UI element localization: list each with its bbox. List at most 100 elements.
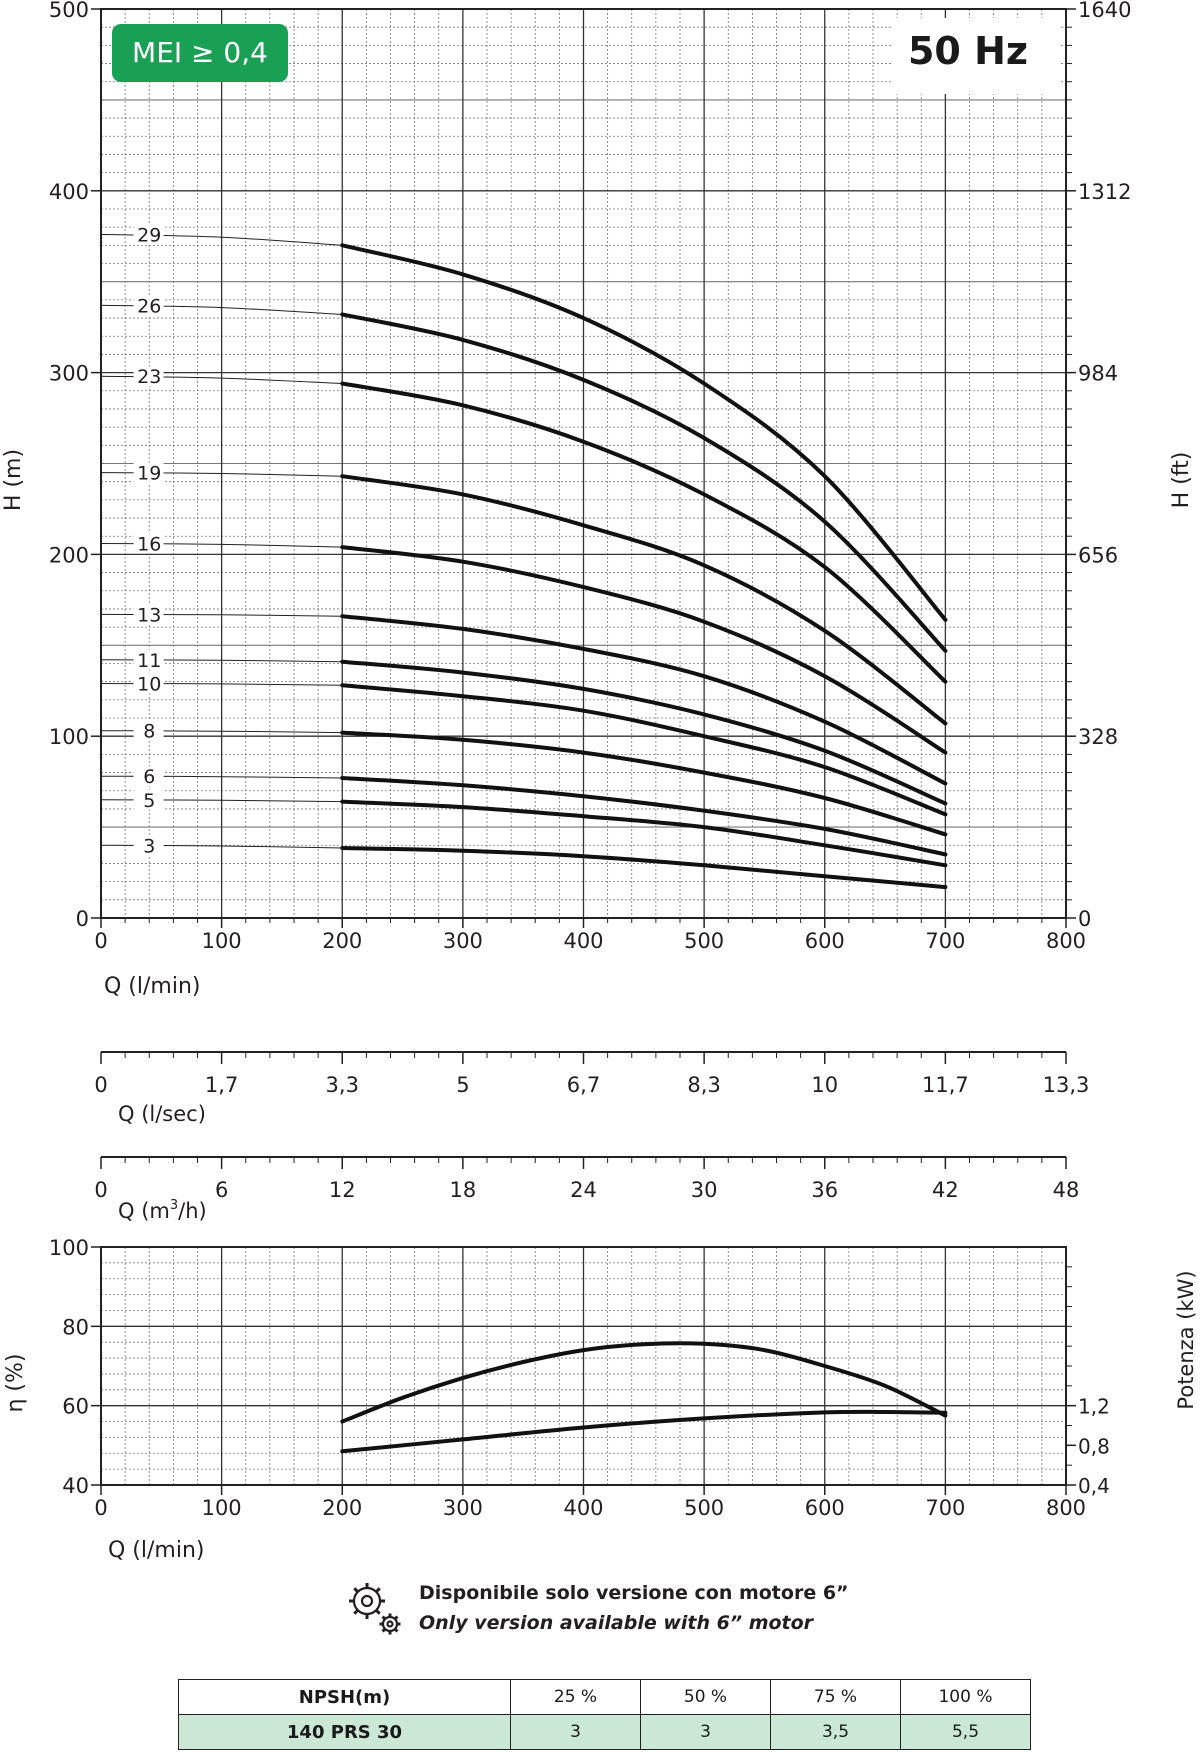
npsh-value-100: 5,5 xyxy=(900,1714,1031,1750)
stage-curve-10 xyxy=(340,683,948,817)
y-tick-label: 300 xyxy=(49,362,89,386)
head-chart-x-label: Q (l/min) xyxy=(104,974,201,999)
stage-label-bg xyxy=(133,604,164,625)
stage-curve-16 xyxy=(340,545,948,755)
stage-curve-leader xyxy=(100,799,343,803)
stage-label-8: 8 xyxy=(143,721,155,743)
stage-curve-6 xyxy=(340,776,948,857)
stage-label-bg xyxy=(133,720,164,741)
stage-label-bg xyxy=(133,766,164,787)
eff-x-tick-label: 100 xyxy=(202,1496,242,1520)
flow-axis-tick-label: 12 xyxy=(329,1178,356,1202)
stage-curve-leader xyxy=(100,233,343,246)
stage-label-3: 3 xyxy=(143,835,155,857)
frequency-box: 50 Hz xyxy=(893,18,1061,94)
stage-label-bg xyxy=(133,789,164,810)
stage-label-13: 13 xyxy=(137,604,161,626)
stage-label-bg xyxy=(133,462,164,483)
stage-curve-19 xyxy=(340,474,948,726)
stage-curve-leader xyxy=(100,543,343,548)
stage-curve-11 xyxy=(340,659,948,806)
y2-tick-label: 1640 xyxy=(1078,0,1131,22)
gear-tooth xyxy=(381,1627,387,1633)
power-curve xyxy=(340,1409,948,1454)
flow-axis-tick-label: 5 xyxy=(456,1073,469,1097)
stage-label-19: 19 xyxy=(137,463,161,485)
y2-tick-label: 984 xyxy=(1078,362,1118,386)
flow-axis-tick-label: 3,3 xyxy=(326,1073,359,1097)
npsh-header-100: 100 % xyxy=(900,1679,1031,1715)
npsh-value-25: 3 xyxy=(510,1714,641,1750)
y-tick-label: 400 xyxy=(49,180,89,204)
gear-tooth xyxy=(375,1587,381,1593)
eff-y-tick-label: 60 xyxy=(62,1395,89,1419)
stage-curve-leader xyxy=(100,304,343,315)
gear-tooth xyxy=(381,1615,387,1621)
y-tick-label: 100 xyxy=(49,725,89,749)
npsh-header-50: 50 % xyxy=(640,1679,771,1715)
stage-curve-29 xyxy=(340,243,948,622)
gear-tooth xyxy=(353,1587,359,1593)
head-chart-axes: 0 100 200 300 400 500 600 700 800010020030040050… xyxy=(49,0,1132,953)
mei-badge-box xyxy=(112,24,288,82)
eff-y2-tick-label: 1,2 xyxy=(1078,1395,1110,1419)
flow-axis-tick-label: 18 xyxy=(450,1178,477,1202)
x-tick-label: 100 xyxy=(202,929,242,953)
npsh-header-label: NPSH(m) xyxy=(178,1679,511,1715)
eff-y-tick-label: 100 xyxy=(49,1236,89,1260)
x-tick-label: 0 xyxy=(94,929,107,953)
gears-icon xyxy=(349,1583,401,1635)
stage-label-bg xyxy=(133,835,164,856)
efficiency-chart-y2-label: Potenza (kW) xyxy=(1174,1270,1198,1409)
npsh-header-25: 25 % xyxy=(510,1679,641,1715)
y-tick-label: 0 xyxy=(76,907,89,931)
npsh-header-75: 75 % xyxy=(770,1679,901,1715)
npsh-value-50: 3 xyxy=(640,1714,771,1750)
npsh-table: NPSH(m) 25 % 50 % 75 % 100 % 140 PRS 30 … xyxy=(178,1679,1031,1750)
flow-m3h-axis: 0 6 12 18 24 30 36 42 48 xyxy=(94,1156,1079,1202)
flow-axis-tick-label: 11,7 xyxy=(922,1073,969,1097)
eff-x-tick-label: 300 xyxy=(443,1496,483,1520)
flow-axis-tick-label: 0 xyxy=(94,1073,107,1097)
stage-label-23: 23 xyxy=(137,366,161,388)
gear-tooth xyxy=(393,1615,399,1621)
efficiency-chart-grid xyxy=(101,1247,1066,1485)
gear-tooth xyxy=(375,1609,381,1615)
eff-x-tick-label: 0 xyxy=(94,1496,107,1520)
x-tick-label: 700 xyxy=(925,929,965,953)
stage-curve-23 xyxy=(340,381,948,684)
y-tick-label: 500 xyxy=(49,0,89,22)
efficiency-chart-x-label: Q (l/min) xyxy=(108,1538,205,1563)
npsh-model-name: 140 PRS 30 xyxy=(178,1714,511,1750)
stage-label-16: 16 xyxy=(137,533,161,555)
stage-curve-leader xyxy=(100,844,343,849)
efficiency-curve xyxy=(340,1341,948,1424)
flow-axis-tick-label: 6,7 xyxy=(567,1073,600,1097)
eff-y-tick-label: 40 xyxy=(62,1474,89,1498)
eff-x-tick-label: 200 xyxy=(322,1496,362,1520)
mei-badge-label: MEI ≥ 0,4 xyxy=(132,36,268,69)
y-tick-label: 200 xyxy=(49,543,89,567)
gear-tooth xyxy=(353,1609,359,1615)
eff-x-tick-label: 400 xyxy=(563,1496,603,1520)
stage-label-bg xyxy=(133,673,164,694)
eff-y2-tick-label: 0,8 xyxy=(1078,1434,1110,1458)
stage-curve-26 xyxy=(340,312,948,653)
stage-curve-leader xyxy=(100,775,343,779)
eff-x-tick-label: 800 xyxy=(1046,1496,1086,1520)
mei-badge: MEI ≥ 0,4 xyxy=(112,24,288,82)
flow-axis-tick-label: 42 xyxy=(932,1178,959,1202)
flow-axis-tick-label: 8,3 xyxy=(687,1073,720,1097)
stage-label-bg xyxy=(133,366,164,387)
stage-curve-3 xyxy=(340,846,948,890)
flow-lsec-axis: 0 1,7 3,3 5 6,7 8,3 10 11,7 13,3 xyxy=(94,1051,1089,1097)
flow-axis-tick-label: 6 xyxy=(215,1178,228,1202)
npsh-value-75: 3,5 xyxy=(770,1714,901,1750)
stage-label-bg xyxy=(133,295,164,316)
y2-tick-label: 328 xyxy=(1078,725,1118,749)
flow-axis-tick-label: 10 xyxy=(811,1073,838,1097)
y2-tick-label: 656 xyxy=(1078,543,1118,567)
flow-axis-tick-label: 0 xyxy=(94,1178,107,1202)
x-tick-label: 600 xyxy=(805,929,845,953)
